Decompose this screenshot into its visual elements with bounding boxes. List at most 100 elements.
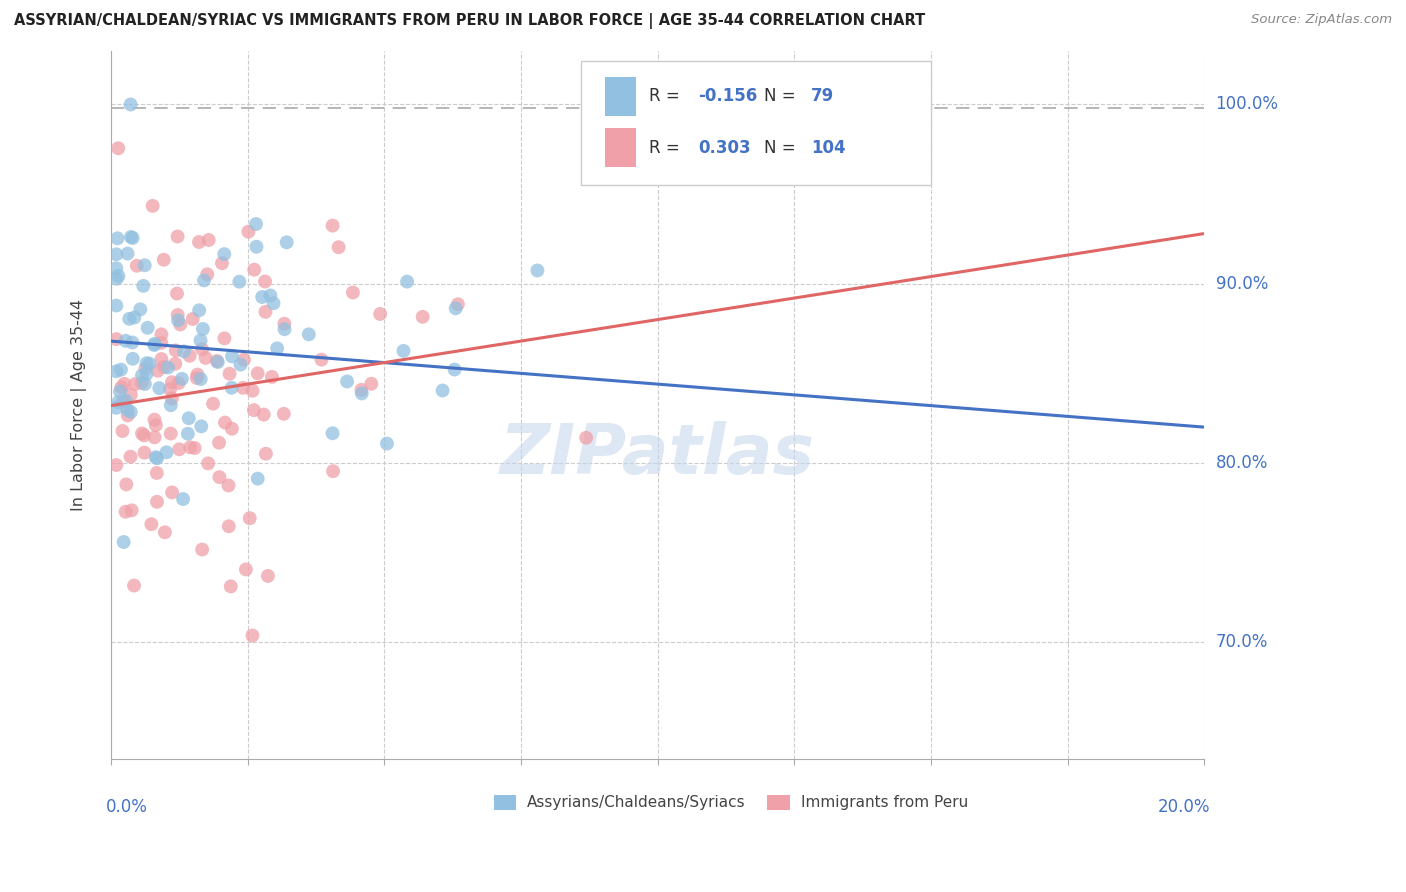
Point [159, 426, 181, 441]
Text: 20.0%: 20.0% [1157, 797, 1211, 815]
Point [179, 440, 201, 454]
Point [129, 302, 152, 317]
Point [186, 371, 208, 385]
Point [105, 458, 128, 472]
Point [221, 422, 243, 436]
Point [153, 525, 176, 540]
Point [298, 327, 321, 342]
Point [143, 412, 166, 426]
Text: 79: 79 [811, 87, 834, 105]
Point [131, 426, 153, 441]
Point [134, 376, 156, 391]
Text: ZIPatlas: ZIPatlas [501, 421, 815, 488]
Text: N =: N = [763, 87, 800, 105]
Point [218, 478, 240, 492]
Point [105, 401, 128, 415]
Point [131, 368, 153, 383]
Point [412, 310, 434, 324]
Point [135, 356, 157, 370]
Point [447, 297, 470, 311]
Point [150, 352, 173, 367]
Point [321, 426, 343, 441]
Point [609, 140, 631, 154]
FancyBboxPatch shape [605, 77, 636, 116]
Point [221, 381, 243, 395]
Point [166, 308, 188, 322]
Y-axis label: In Labor Force | Age 35-44: In Labor Force | Age 35-44 [72, 299, 87, 511]
Point [121, 351, 143, 366]
Point [253, 408, 276, 422]
FancyBboxPatch shape [494, 795, 516, 810]
Point [134, 258, 156, 272]
Point [219, 579, 242, 593]
Point [228, 275, 250, 289]
Point [254, 305, 277, 319]
Point [146, 495, 169, 509]
Point [350, 383, 373, 397]
Point [105, 271, 128, 285]
Point [235, 562, 257, 576]
Point [105, 299, 128, 313]
Point [111, 394, 134, 409]
Point [135, 361, 157, 376]
Point [120, 97, 142, 112]
Point [257, 569, 280, 583]
Point [114, 505, 136, 519]
Point [145, 466, 167, 480]
Text: R =: R = [650, 87, 685, 105]
Point [260, 370, 283, 384]
Point [254, 447, 277, 461]
Point [143, 338, 166, 352]
Point [273, 407, 295, 421]
Text: R =: R = [650, 138, 685, 157]
Point [444, 301, 467, 316]
Text: 100.0%: 100.0% [1216, 95, 1278, 113]
Point [233, 352, 256, 367]
Point [191, 343, 214, 357]
Point [273, 322, 295, 336]
Point [121, 335, 143, 350]
Point [160, 485, 183, 500]
Point [214, 416, 236, 430]
Point [110, 362, 132, 376]
Point [243, 262, 266, 277]
FancyBboxPatch shape [605, 128, 636, 167]
Point [322, 219, 344, 233]
Point [194, 351, 217, 365]
Point [229, 358, 252, 372]
Point [117, 403, 139, 417]
Point [177, 411, 200, 425]
Point [575, 431, 598, 445]
Point [243, 403, 266, 417]
Point [153, 359, 176, 374]
Point [167, 313, 190, 327]
Point [160, 375, 183, 389]
Point [263, 296, 285, 310]
Point [193, 273, 215, 287]
Point [120, 230, 142, 244]
Point [110, 380, 132, 394]
Point [191, 322, 214, 336]
Point [246, 367, 269, 381]
Point [166, 286, 188, 301]
Point [117, 409, 139, 423]
Point [143, 336, 166, 351]
Point [328, 240, 350, 254]
Point [165, 343, 187, 358]
Point [172, 491, 194, 506]
Point [232, 381, 254, 395]
Point [197, 233, 219, 247]
Point [114, 334, 136, 348]
Point [122, 578, 145, 592]
Point [221, 349, 243, 363]
Point [134, 445, 156, 459]
Point [747, 153, 769, 167]
Point [276, 235, 298, 250]
Point [205, 354, 228, 368]
Point [246, 472, 269, 486]
Point [107, 395, 129, 409]
Point [170, 372, 193, 386]
Point [120, 405, 142, 419]
Point [125, 259, 148, 273]
Point [238, 225, 260, 239]
